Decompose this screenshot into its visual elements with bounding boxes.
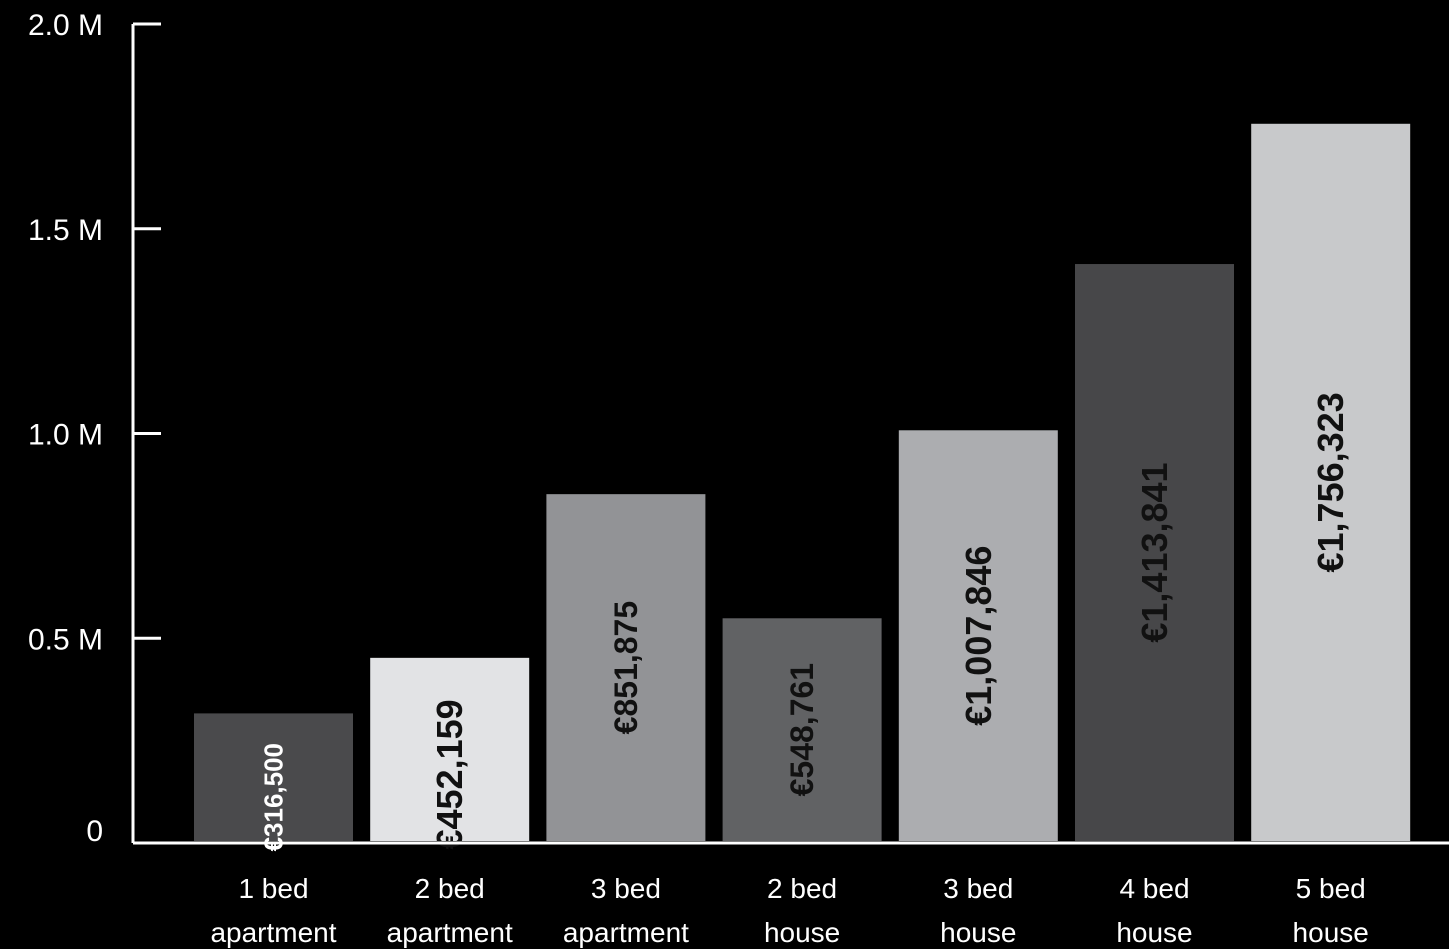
bar [370,657,530,841]
bar-value-label: €316,500 [259,743,289,851]
x-tick-label: apartment [210,917,336,948]
x-axis: 1 bed apartment 2 bed apartment 3 bed apartme… [133,841,1449,948]
x-tick-label: 4 bed [1119,873,1189,904]
y-tick-label: 0 [86,815,103,848]
x-tick-label: house [940,917,1016,948]
x-tick-label: apartment [387,917,513,948]
y-tick-label: 0.5 M [28,623,103,656]
x-tick-label: 3 bed [591,873,661,904]
y-tick-label: 1.5 M [28,214,103,247]
bar [546,494,706,841]
bar [1251,123,1411,842]
x-tick-label: house [764,917,840,948]
bar-value-label: €1,756,323 [1310,392,1351,572]
x-tick-label: house [1116,917,1192,948]
x-tick-label: 5 bed [1296,873,1366,904]
x-tick-label: 2 bed [415,873,485,904]
bar-value-label: €548,761 [784,663,820,796]
bar-value-label: €1,413,841 [1134,462,1175,642]
bar [194,713,353,841]
bar [722,618,882,841]
bar [1075,264,1234,841]
y-tick-label: 2.0 M [28,9,103,42]
x-tick-label: 1 bed [238,873,308,904]
x-tick-label: 2 bed [767,873,837,904]
bars-group: €316,500 €452,159 €851,875 €548,761 €1,007,8… [194,123,1411,851]
y-axis: 0 0.5 M 1.0 M 1.5 M 2.0 M [28,9,161,848]
bar-value-label: €851,875 [608,601,644,734]
bar-value-label: €1,007,846 [958,546,999,726]
x-tick-label: house [1293,917,1369,948]
bar-value-label: €452,159 [429,699,470,849]
x-tick-label: 3 bed [943,873,1013,904]
x-tick-label: apartment [563,917,689,948]
y-tick-label: 1.0 M [28,419,103,452]
bar [898,430,1058,841]
